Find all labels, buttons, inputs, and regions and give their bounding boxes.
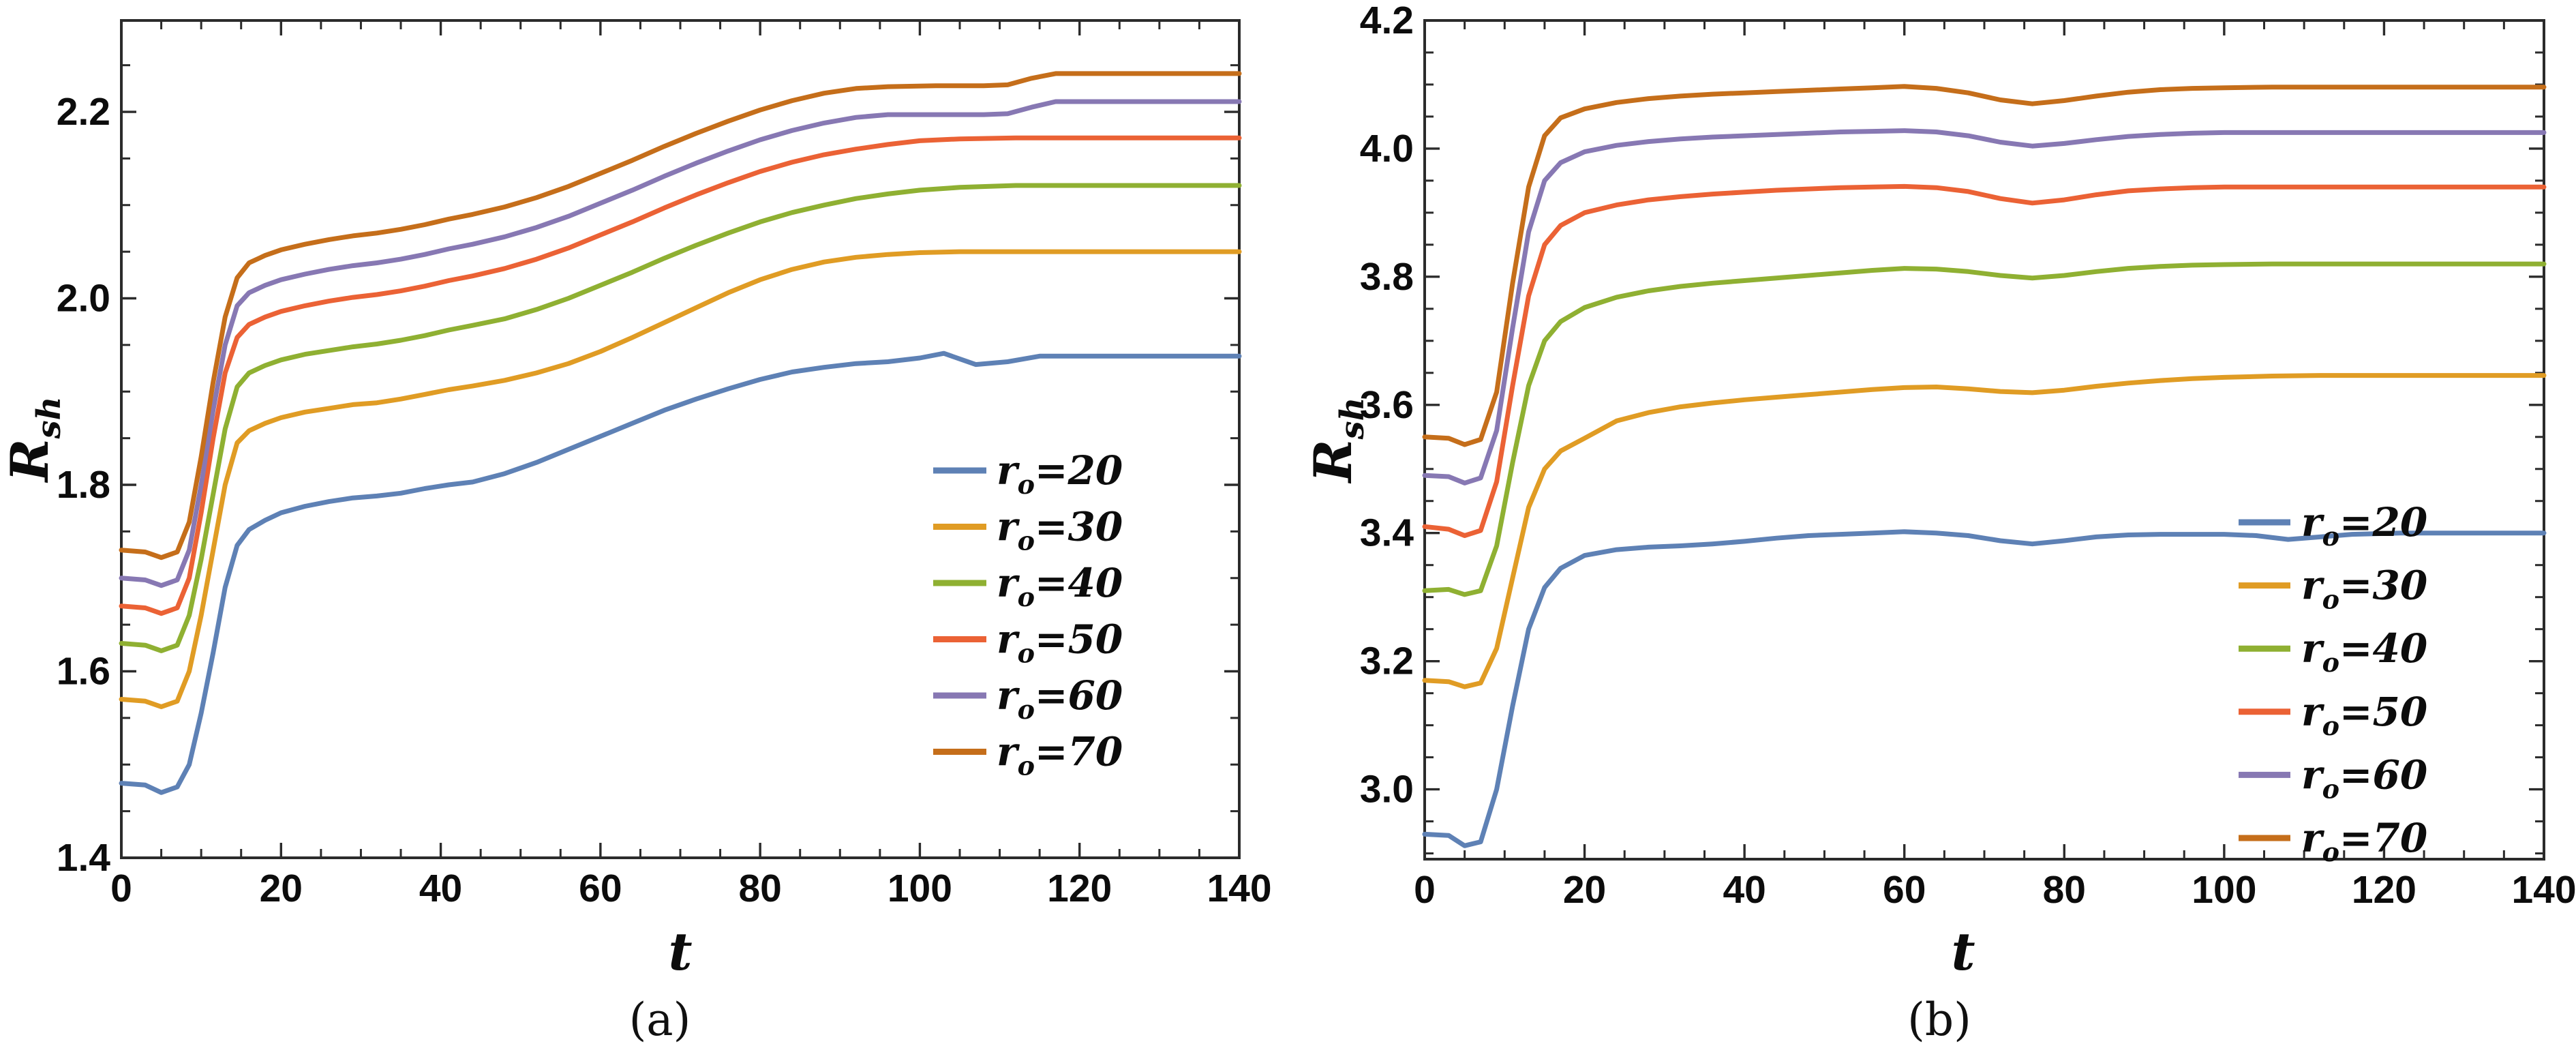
legend-label-r_o=70: ro=70 bbox=[2301, 815, 2427, 867]
legend-label-r_o=40: ro=40 bbox=[2301, 625, 2427, 678]
legend-label-r_o=40: ro=40 bbox=[997, 560, 1123, 612]
series-line-r_o=30 bbox=[119, 249, 1242, 709]
x-tick-label: 20 bbox=[1563, 868, 1606, 912]
x-tick-label: 40 bbox=[1723, 868, 1766, 912]
panel-b-caption: (b) bbox=[1907, 993, 1971, 1046]
x-tick-label: 100 bbox=[2192, 868, 2256, 912]
legend-label-r_o=60: ro=60 bbox=[997, 672, 1123, 725]
series-line-r_o=20 bbox=[1422, 529, 2547, 848]
y-axis-label: Rsh bbox=[1303, 397, 1372, 483]
panel-b: 0 20 40 60 80 100 120 140 3.0 3.2 3.4 3.6 3.8 4.0 4.2 R… bbox=[1303, 0, 2576, 912]
y-tick-label: 3.2 bbox=[1360, 640, 1414, 683]
legend-label-r_o=30: ro=30 bbox=[997, 504, 1123, 556]
y-tick-label: 3.0 bbox=[1360, 768, 1414, 811]
series-line-r_o=50 bbox=[119, 135, 1242, 616]
legend-label-r_o=50: ro=50 bbox=[2301, 689, 2427, 741]
legend-label-r_o=20: ro=20 bbox=[2301, 499, 2427, 552]
legend-label-r_o=30: ro=30 bbox=[2301, 563, 2427, 615]
legend-label-r_o=70: ro=70 bbox=[997, 729, 1123, 781]
legend-label-r_o=20: ro=20 bbox=[997, 447, 1123, 500]
x-tick-label: 60 bbox=[579, 867, 622, 910]
panel-a-x-axis-label: t bbox=[668, 921, 692, 982]
panel-a: 0 20 40 60 80 100 120 140 1.4 1.6 1.8 2.0 2.2 Rsh ro=2… bbox=[0, 19, 1272, 910]
y-tick-label: 1.6 bbox=[57, 650, 110, 693]
series-line-r_o=60 bbox=[119, 99, 1242, 588]
panel-b-x-axis-label: t bbox=[1951, 921, 1975, 982]
x-tick-label: 140 bbox=[2511, 868, 2576, 912]
x-tick-label: 0 bbox=[110, 867, 132, 910]
y-axis-label: Rsh bbox=[0, 396, 68, 483]
series-line-r_o=50 bbox=[1422, 183, 2547, 538]
y-tick-label: 3.4 bbox=[1360, 511, 1414, 555]
y-tick-label: 3.8 bbox=[1360, 255, 1414, 299]
series-line-r_o=40 bbox=[119, 183, 1242, 653]
series-line-r_o=70 bbox=[119, 71, 1242, 561]
panel-a-caption: (a) bbox=[629, 993, 691, 1046]
series-line-r_o=70 bbox=[1422, 84, 2547, 447]
series-line-r_o=60 bbox=[1422, 128, 2547, 485]
y-tick-label: 2.2 bbox=[57, 90, 110, 134]
x-tick-label: 100 bbox=[888, 867, 952, 910]
x-tick-label: 40 bbox=[419, 867, 462, 910]
y-tick-label: 1.4 bbox=[57, 836, 111, 880]
x-tick-label: 120 bbox=[1047, 867, 1112, 910]
legend-label-r_o=60: ro=60 bbox=[2301, 751, 2427, 804]
series-line-r_o=40 bbox=[1422, 261, 2547, 597]
y-tick-label: 4.2 bbox=[1360, 0, 1414, 42]
y-tick-label: 2.0 bbox=[57, 277, 110, 320]
x-tick-label: 80 bbox=[738, 867, 781, 910]
series-line-r_o=30 bbox=[1422, 373, 2547, 689]
x-tick-label: 80 bbox=[2043, 868, 2086, 912]
x-tick-label: 0 bbox=[1414, 868, 1436, 912]
series-line-r_o=20 bbox=[119, 350, 1242, 795]
y-tick-label: 4.0 bbox=[1360, 127, 1414, 170]
x-tick-label: 20 bbox=[260, 867, 303, 910]
x-tick-label: 60 bbox=[1883, 868, 1926, 912]
x-tick-label: 120 bbox=[2352, 868, 2416, 912]
y-tick-label: 3.6 bbox=[1360, 383, 1414, 427]
x-tick-label: 140 bbox=[1207, 867, 1271, 910]
y-tick-label: 1.8 bbox=[57, 463, 110, 507]
legend-label-r_o=50: ro=50 bbox=[997, 616, 1123, 669]
